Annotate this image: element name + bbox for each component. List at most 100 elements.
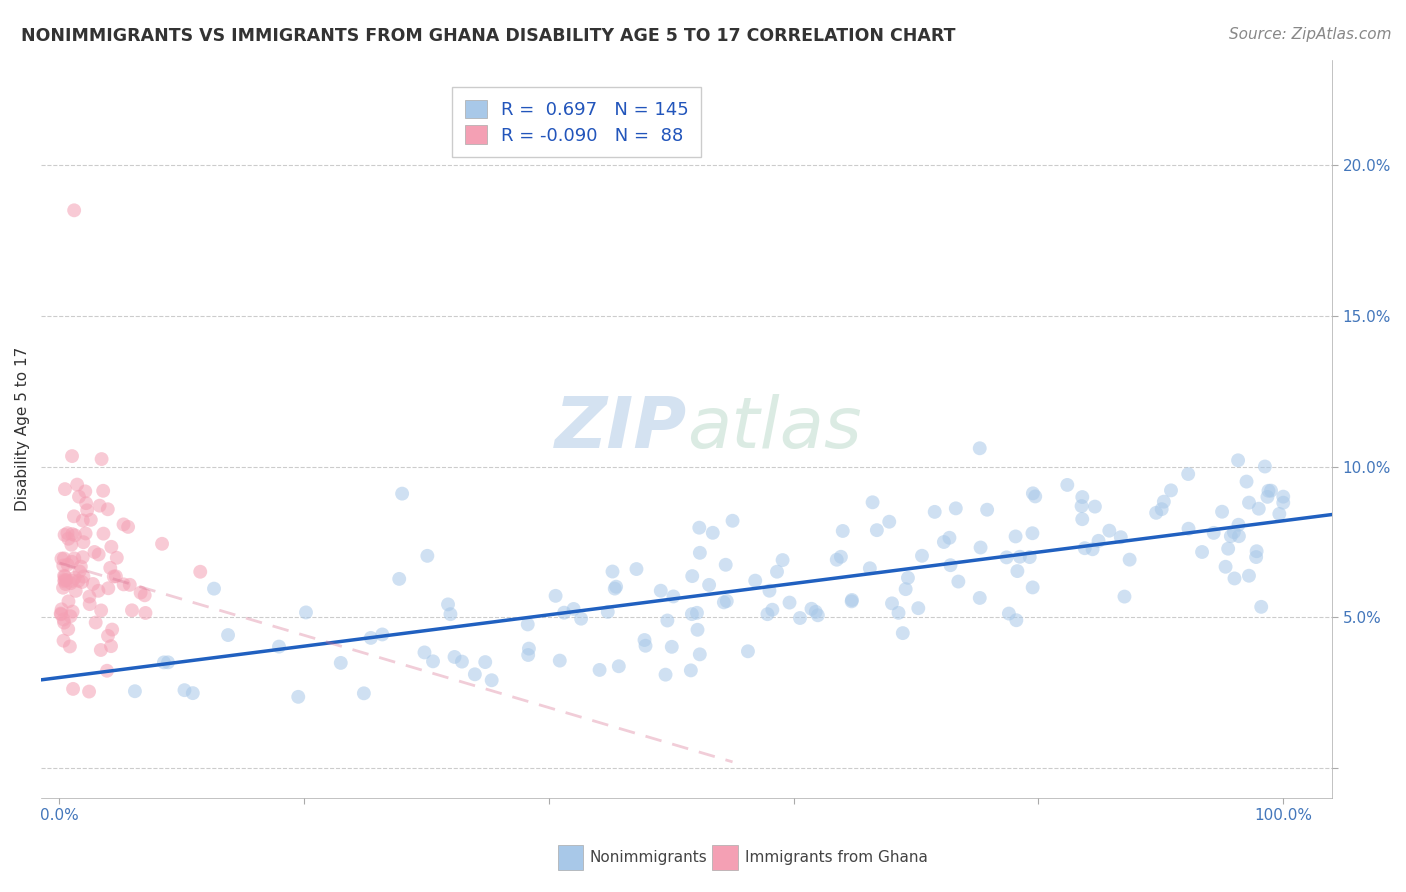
- Point: [63, 528, 86, 542]
- Point: [1237, 568, 1260, 582]
- Text: Immigrants from Ghana: Immigrants from Ghana: [745, 850, 928, 864]
- Point: [67, 574, 90, 588]
- Point: [1021, 526, 1043, 541]
- Point: [945, 501, 967, 516]
- Point: [998, 607, 1021, 621]
- Point: [69, 559, 91, 574]
- Point: [689, 546, 711, 560]
- Text: ZIP: ZIP: [554, 394, 686, 463]
- Point: [153, 656, 176, 670]
- Point: [79, 590, 101, 604]
- Point: [1272, 490, 1295, 504]
- Point: [744, 574, 766, 588]
- Point: [1272, 496, 1295, 510]
- Point: [626, 562, 648, 576]
- Point: [1098, 524, 1121, 538]
- Point: [51, 551, 73, 566]
- Point: [517, 648, 540, 662]
- Point: [1081, 542, 1104, 557]
- Point: [1071, 512, 1094, 526]
- Point: [1177, 522, 1199, 536]
- Point: [388, 572, 411, 586]
- Point: [98, 561, 121, 575]
- Point: [72, 535, 94, 549]
- Point: [1087, 533, 1109, 548]
- Point: [391, 486, 413, 500]
- Point: [1254, 459, 1277, 474]
- Point: [52, 551, 75, 566]
- Point: [80, 513, 103, 527]
- Point: [766, 565, 789, 579]
- Text: atlas: atlas: [686, 394, 862, 463]
- Point: [679, 664, 702, 678]
- Point: [924, 505, 946, 519]
- Point: [56, 558, 79, 572]
- Point: [84, 615, 107, 630]
- Point: [1074, 541, 1097, 556]
- Point: [603, 582, 626, 596]
- Point: [657, 614, 679, 628]
- Point: [995, 550, 1018, 565]
- Point: [439, 607, 461, 622]
- Point: [49, 607, 72, 621]
- Point: [52, 558, 75, 573]
- Point: [87, 583, 110, 598]
- Point: [779, 596, 801, 610]
- Point: [1008, 549, 1031, 564]
- Point: [59, 609, 82, 624]
- Point: [1007, 564, 1029, 578]
- Point: [1177, 467, 1199, 481]
- Point: [181, 686, 204, 700]
- Point: [1160, 483, 1182, 498]
- Point: [422, 654, 444, 668]
- Point: [1114, 590, 1136, 604]
- Point: [969, 442, 991, 456]
- Point: [63, 509, 86, 524]
- Point: [49, 607, 72, 622]
- Point: [932, 535, 955, 549]
- Point: [53, 573, 76, 587]
- Point: [60, 555, 83, 569]
- Point: [737, 644, 759, 658]
- Point: [100, 540, 122, 554]
- Point: [101, 623, 124, 637]
- Point: [63, 571, 86, 585]
- Point: [548, 654, 571, 668]
- Point: [1056, 478, 1078, 492]
- Point: [1150, 502, 1173, 516]
- Point: [596, 605, 619, 619]
- Point: [1084, 500, 1107, 514]
- Point: [1268, 507, 1291, 521]
- Point: [63, 203, 86, 218]
- Point: [87, 548, 110, 562]
- Point: [75, 484, 97, 499]
- Point: [607, 659, 630, 673]
- Point: [807, 608, 830, 623]
- Point: [702, 525, 724, 540]
- Point: [713, 595, 735, 609]
- Point: [686, 606, 709, 620]
- Point: [721, 514, 744, 528]
- Point: [58, 622, 80, 636]
- Point: [1211, 505, 1233, 519]
- Point: [134, 588, 156, 602]
- Point: [948, 574, 970, 589]
- Point: [62, 681, 84, 696]
- Point: [474, 655, 496, 669]
- Point: [866, 523, 889, 537]
- Point: [295, 606, 318, 620]
- Point: [1109, 530, 1132, 544]
- Point: [56, 526, 79, 541]
- Point: [633, 633, 655, 648]
- Point: [104, 569, 127, 583]
- Point: [63, 551, 86, 566]
- Point: [217, 628, 239, 642]
- Point: [654, 667, 676, 681]
- Point: [681, 569, 703, 583]
- Y-axis label: Disability Age 5 to 17: Disability Age 5 to 17: [15, 347, 30, 511]
- Point: [69, 565, 91, 579]
- Point: [907, 601, 929, 615]
- Point: [825, 552, 848, 566]
- Point: [602, 565, 624, 579]
- Point: [517, 641, 540, 656]
